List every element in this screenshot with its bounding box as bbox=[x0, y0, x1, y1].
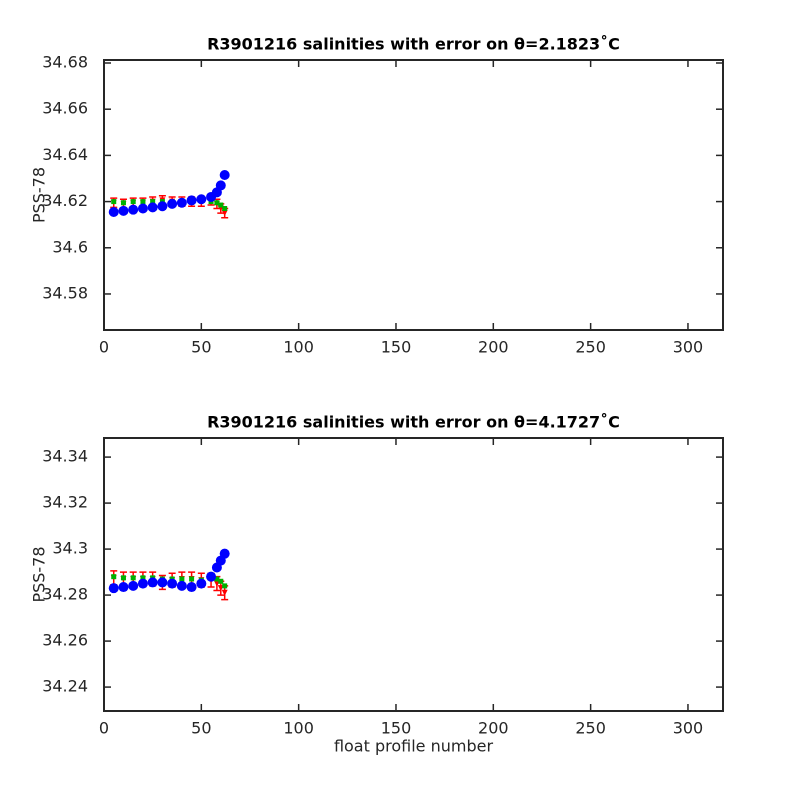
marker bbox=[176, 197, 187, 208]
marker bbox=[219, 170, 230, 181]
x-tick-label: 150 bbox=[381, 338, 412, 357]
marker bbox=[128, 204, 139, 215]
marker bbox=[147, 577, 158, 588]
x-tick-label: 300 bbox=[673, 338, 704, 357]
marker bbox=[140, 575, 146, 581]
x-tick-label: 100 bbox=[283, 719, 314, 738]
marker bbox=[186, 195, 197, 206]
marker bbox=[128, 580, 139, 591]
x-tick-label: 150 bbox=[381, 719, 412, 738]
marker bbox=[108, 206, 119, 217]
y-tick-label: 34.24 bbox=[42, 677, 88, 696]
marker bbox=[150, 199, 156, 205]
marker bbox=[218, 202, 224, 208]
marker bbox=[137, 203, 148, 214]
marker bbox=[218, 578, 224, 584]
chart-title: R3901216 salinities with error on θ=2.18… bbox=[207, 35, 620, 54]
marker bbox=[222, 206, 228, 212]
marker bbox=[118, 205, 129, 216]
marker bbox=[167, 198, 178, 209]
y-tick-label: 34.3 bbox=[52, 539, 88, 558]
marker bbox=[221, 589, 228, 596]
x-tick-label: 200 bbox=[478, 719, 509, 738]
marker bbox=[140, 199, 146, 205]
marker bbox=[221, 210, 228, 217]
marker bbox=[157, 577, 168, 588]
y-axis-label: PSS-78 bbox=[30, 546, 49, 602]
marker bbox=[130, 575, 136, 581]
marker bbox=[111, 574, 117, 580]
marker bbox=[214, 576, 220, 582]
y-tick-label: 34.26 bbox=[42, 631, 88, 650]
marker bbox=[130, 199, 136, 205]
marker bbox=[120, 200, 126, 206]
y-tick-label: 34.66 bbox=[42, 99, 88, 118]
marker bbox=[167, 578, 178, 589]
x-tick-label: 250 bbox=[575, 338, 606, 357]
marker bbox=[120, 575, 126, 581]
x-tick-label: 0 bbox=[99, 719, 109, 738]
plot-area bbox=[104, 438, 723, 711]
marker bbox=[179, 576, 185, 582]
marker bbox=[111, 199, 117, 205]
axes-frame bbox=[103, 59, 724, 331]
x-tick-label: 250 bbox=[575, 719, 606, 738]
x-tick-label: 300 bbox=[673, 719, 704, 738]
x-tick-label: 100 bbox=[283, 338, 314, 357]
marker bbox=[186, 582, 197, 593]
marker bbox=[214, 200, 220, 206]
y-tick-label: 34.6 bbox=[52, 237, 88, 256]
marker bbox=[222, 583, 228, 589]
y-tick-label: 34.28 bbox=[42, 585, 88, 604]
marker bbox=[108, 583, 119, 594]
marker bbox=[176, 580, 187, 591]
marker bbox=[196, 578, 207, 589]
marker bbox=[206, 571, 217, 582]
y-axis-label: PSS-78 bbox=[30, 167, 49, 223]
marker bbox=[137, 578, 148, 589]
marker bbox=[196, 194, 207, 205]
axes-frame bbox=[103, 437, 724, 712]
x-tick-label: 200 bbox=[478, 338, 509, 357]
marker bbox=[189, 576, 195, 582]
y-tick-label: 34.64 bbox=[42, 145, 88, 164]
marker bbox=[215, 180, 226, 191]
x-axis-label: float profile number bbox=[334, 737, 494, 756]
y-tick-label: 34.34 bbox=[42, 447, 88, 466]
x-tick-label: 50 bbox=[191, 338, 211, 357]
x-tick-label: 50 bbox=[191, 719, 211, 738]
x-tick-label: 0 bbox=[99, 338, 109, 357]
marker bbox=[157, 201, 168, 212]
y-tick-label: 34.62 bbox=[42, 191, 88, 210]
y-tick-label: 34.32 bbox=[42, 493, 88, 512]
chart-title: R3901216 salinities with error on θ=4.17… bbox=[207, 413, 620, 432]
marker bbox=[147, 202, 158, 213]
marker bbox=[118, 582, 129, 593]
y-tick-label: 34.58 bbox=[42, 283, 88, 302]
plot-area bbox=[104, 60, 723, 330]
y-tick-label: 34.68 bbox=[42, 53, 88, 72]
marker bbox=[219, 548, 230, 559]
